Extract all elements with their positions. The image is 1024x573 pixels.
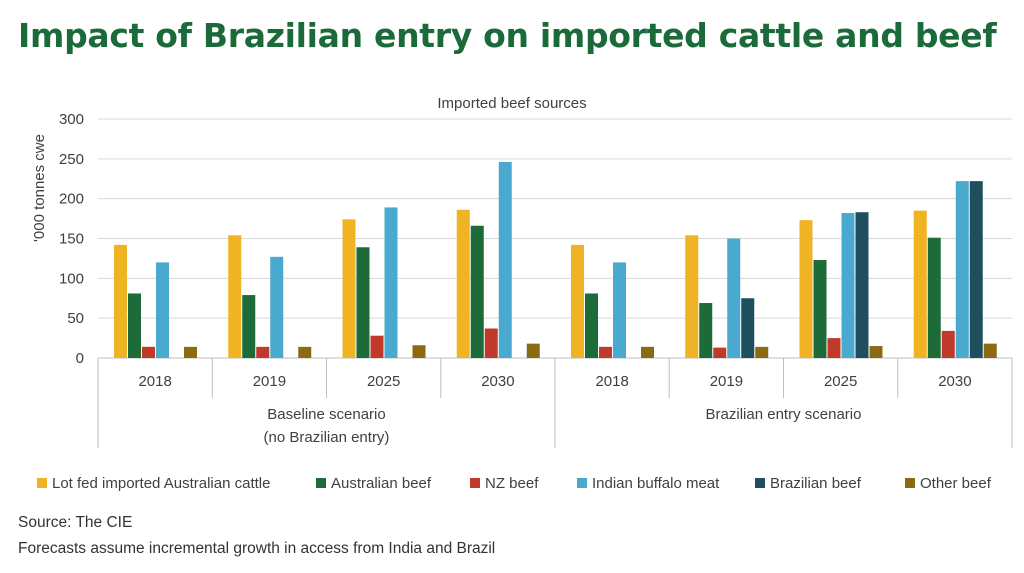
x-tick-label: 2030 [938,373,971,390]
legend-swatch [316,478,326,488]
legend-label: Australian beef [331,475,432,492]
bar [727,238,741,358]
bar [913,210,927,358]
bar [412,345,426,358]
x-tick-label: 2018 [595,373,628,390]
y-tick-label: 100 [59,270,84,287]
y-tick-label: 300 [59,111,84,128]
bar [599,346,612,358]
bar [641,346,654,358]
x-tick-label: 2030 [481,373,514,390]
bar [256,346,270,358]
x-tick-label: 2019 [710,373,743,390]
group-sublabel: (no Brazilian entry) [264,429,390,446]
bar [813,260,827,358]
bars [114,162,997,358]
bar [156,262,169,358]
y-tick-label: 200 [59,191,84,208]
group-label: Brazilian entry scenario [706,406,862,423]
bar [498,162,512,358]
bar [585,293,598,358]
bar [370,335,384,358]
y-tick-label: 150 [59,231,84,248]
bar [242,295,256,358]
legend-label: Other beef [920,475,992,492]
bar [270,256,284,358]
y-tick-label: 50 [67,310,84,327]
legend-swatch [577,478,587,488]
forecast-note: Forecasts assume incremental growth in a… [18,540,496,557]
bar [699,303,713,358]
bar [526,343,540,358]
bar [384,207,398,358]
x-tick-label: 2025 [824,373,857,390]
legend-swatch [755,478,765,488]
legend-label: Indian buffalo meat [592,475,720,492]
bar [869,346,883,358]
legend: Lot fed imported Australian cattle Austra… [37,475,992,492]
y-tick-label: 0 [76,350,84,367]
legend-swatch [470,478,480,488]
x-axis: 2018 2019 2025 2030 2018 2019 2025 2030 Baseline… [97,358,1013,448]
bar [799,220,813,358]
bar [342,219,356,358]
bar [827,338,841,358]
bar [983,343,997,358]
bar [713,347,727,358]
bar [955,181,969,358]
bar [298,346,312,358]
bar [571,244,584,358]
bar [685,235,699,358]
bar [855,212,869,358]
bar [941,330,955,358]
legend-label: NZ beef [485,475,539,492]
bar [741,298,755,358]
bar [228,235,242,358]
bar [841,213,855,358]
slide-title: Impact of Brazilian entry on imported ca… [18,16,997,55]
y-axis-ticks: 0 50 100 150 200 250 300 [59,111,84,367]
source-note: Source: The CIE [18,514,133,531]
bar [456,209,470,358]
y-axis-label: '000 tonnes cwe [31,134,48,242]
group-label: Baseline scenario [267,406,385,423]
bar [755,346,769,358]
bar [184,346,197,358]
bar [969,181,983,358]
chart-title: Imported beef sources [437,95,586,112]
bar [613,262,626,358]
bar [470,225,484,358]
bar [927,237,941,358]
legend-label: Brazilian beef [770,475,862,492]
bar [142,346,155,358]
legend-swatch [905,478,915,488]
bar [356,247,370,358]
bar [128,293,141,358]
legend-swatch [37,478,47,488]
bar [114,244,127,358]
bar-chart: Imported beef sources '000 tonnes cwe 0 5… [31,95,1013,492]
x-tick-label: 2018 [138,373,171,390]
x-tick-label: 2025 [367,373,400,390]
legend-label: Lot fed imported Australian cattle [52,475,270,492]
x-tick-label: 2019 [253,373,286,390]
y-tick-label: 250 [59,151,84,168]
bar [484,328,498,358]
